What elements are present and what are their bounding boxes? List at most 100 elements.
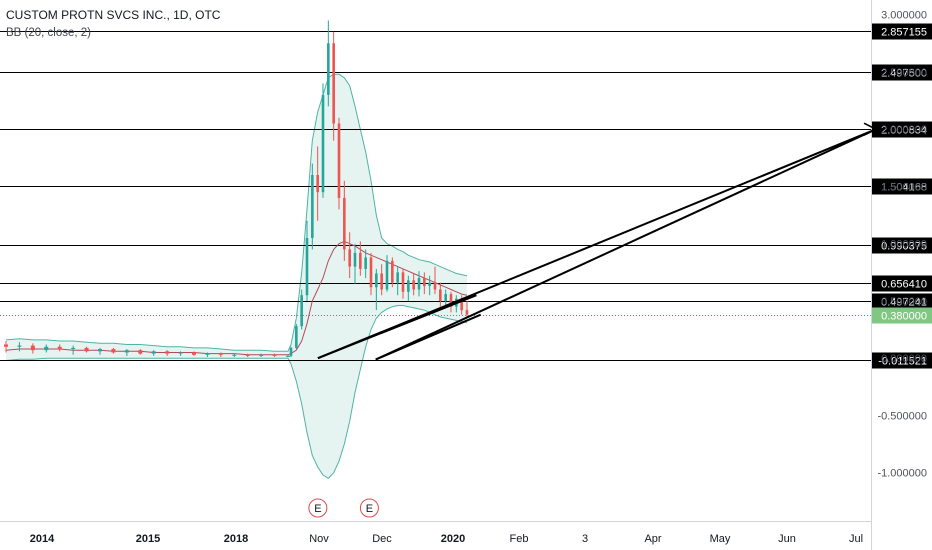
trend-line[interactable] — [375, 313, 482, 361]
earnings-marker[interactable]: E — [359, 498, 379, 518]
candle — [321, 83, 325, 198]
candle-body — [311, 175, 314, 238]
level-label-background — [872, 178, 932, 195]
candle-body — [321, 94, 325, 193]
candle-body — [218, 353, 223, 355]
bollinger-band-area — [5, 73, 468, 480]
candle — [412, 273, 415, 296]
candle — [71, 345, 76, 355]
candle — [369, 252, 373, 296]
candle-body — [295, 326, 298, 348]
trend-lines[interactable] — [317, 122, 878, 361]
candle — [401, 268, 405, 299]
price-tick-label: -0.500000 — [877, 410, 927, 422]
price-tick-label: 2.500000 — [881, 67, 927, 79]
time-tick-label: 3 — [582, 533, 588, 545]
candle-body — [439, 289, 442, 301]
bollinger-lower-band — [5, 305, 468, 480]
candle-body — [343, 197, 346, 250]
candle-body — [30, 345, 35, 351]
earnings-marker[interactable]: E — [308, 498, 328, 518]
time-axis[interactable]: 2014 2015 2018 Nov Dec 2020 Feb 3 Apr May Jun Jul — [30, 533, 863, 545]
candle-body — [71, 347, 76, 350]
level-label-background — [872, 352, 932, 369]
earnings-marker-label: E — [366, 503, 373, 515]
level-label-badge: 0.497241 — [872, 293, 932, 310]
candle — [439, 282, 442, 307]
candle — [343, 180, 346, 261]
candle — [311, 163, 314, 250]
candle-body — [396, 272, 399, 283]
level-label-background — [872, 23, 932, 40]
candle — [364, 249, 367, 279]
level-label-text: 1.504168 — [881, 182, 927, 194]
candle-body — [289, 347, 293, 356]
candle-body — [428, 282, 431, 287]
candle-body — [353, 252, 357, 267]
candle — [218, 352, 223, 358]
candle-body — [423, 278, 426, 287]
candle — [30, 343, 35, 354]
candle — [433, 266, 437, 295]
candle — [449, 291, 453, 313]
level-label-background — [872, 293, 932, 310]
level-label-text: 0.656410 — [881, 279, 927, 291]
candle — [332, 31, 335, 141]
time-tick-label: 2018 — [224, 533, 248, 545]
candle — [380, 264, 383, 296]
level-label-badge: 2.857155 — [872, 23, 932, 40]
candle-body — [17, 345, 22, 347]
candle-body — [124, 350, 129, 353]
candle-body — [369, 257, 373, 288]
last-price-badge: 0.380000 — [872, 307, 932, 324]
trend-line[interactable] — [317, 294, 477, 360]
level-label-background — [872, 64, 932, 81]
candle-body — [460, 298, 463, 311]
candle — [245, 353, 250, 358]
indicator-legend[interactable]: BB (20, close, 2) — [6, 27, 92, 39]
candle-body — [286, 355, 290, 357]
candle-body — [417, 278, 421, 290]
candle — [138, 349, 143, 355]
candle-body — [364, 257, 367, 269]
price-tick-label: 1.500000 — [881, 181, 927, 193]
candle — [232, 353, 237, 358]
level-label-badge: 0.656410 — [872, 275, 932, 292]
candle — [316, 146, 319, 221]
bollinger-upper-band — [5, 73, 468, 352]
price-tick-label: 2.000000 — [881, 124, 927, 136]
candle — [111, 347, 116, 354]
candle — [178, 351, 183, 356]
trend-line[interactable] — [317, 128, 877, 360]
candle-body — [337, 123, 341, 198]
candle-body — [412, 280, 415, 290]
candle-body — [433, 282, 437, 290]
candle — [407, 275, 410, 301]
candle-body — [57, 346, 62, 350]
earnings-marker-label: E — [314, 503, 321, 515]
candle — [353, 243, 357, 284]
candle — [272, 353, 277, 358]
level-label-text: 2.000834 — [881, 125, 927, 137]
price-tick-label: 1.000000 — [881, 239, 927, 251]
candle-body — [465, 310, 469, 315]
candle-body — [401, 272, 405, 292]
candle — [465, 300, 469, 319]
candle-body — [300, 295, 303, 327]
price-axis[interactable]: 2.857155 2.497500 2.000834 1.504168 0.990375… — [872, 10, 932, 480]
candle-body — [375, 273, 378, 288]
candle — [192, 351, 196, 356]
trend-line[interactable] — [375, 128, 877, 361]
symbol-title[interactable]: CUSTOM PROTN SVCS INC., 1D, OTC — [6, 8, 221, 22]
candle-body — [178, 352, 183, 354]
level-label-text: -0.011521 — [878, 356, 927, 368]
candle — [17, 342, 22, 352]
level-label-background — [872, 237, 932, 254]
time-tick-label: 2015 — [136, 533, 160, 545]
candle — [359, 241, 362, 276]
candle — [98, 347, 102, 355]
candle-body — [444, 294, 447, 301]
